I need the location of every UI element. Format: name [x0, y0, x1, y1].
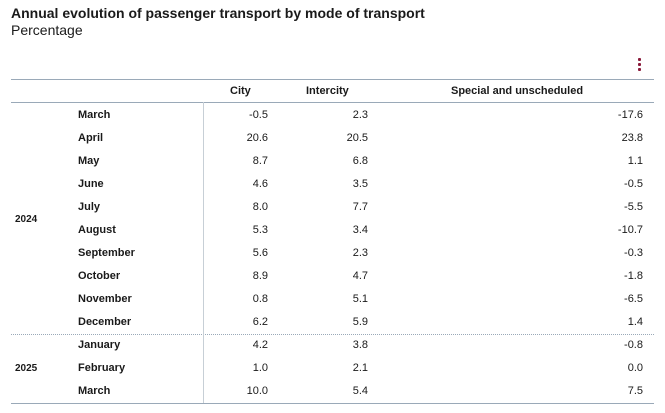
table-cell: 4.2	[252, 339, 268, 351]
table-cell: -0.5	[624, 178, 643, 190]
row-month-label: February	[78, 362, 126, 374]
row-month-label: August	[78, 224, 116, 236]
table-cell: -0.5	[249, 109, 268, 121]
table-cell: 4.6	[252, 178, 268, 190]
table-bottom-rule	[11, 403, 654, 404]
table-cell: -6.5	[624, 293, 643, 305]
table-cell: 7.5	[627, 385, 643, 397]
table-cell: -0.3	[624, 247, 643, 259]
table-cell: -10.7	[617, 224, 643, 236]
row-month-label: March	[78, 109, 111, 121]
table-cell: 8.7	[252, 155, 268, 167]
table-top-rule	[11, 79, 654, 80]
table-cell: -5.5	[624, 201, 643, 213]
chart-subtitle: Percentage	[11, 22, 83, 38]
year-group-divider	[11, 334, 654, 335]
table-cell: 5.9	[352, 316, 368, 328]
row-header-divider	[203, 102, 204, 403]
chart-title: Annual evolution of passenger transport …	[11, 5, 425, 21]
table-cell: 1.1	[627, 155, 643, 167]
table-cell: 20.6	[246, 132, 268, 144]
row-month-label: September	[78, 247, 135, 259]
column-header-city: City	[230, 85, 251, 97]
table-cell: 4.7	[352, 270, 368, 282]
row-month-label: November	[78, 293, 132, 305]
table-cell: 5.3	[252, 224, 268, 236]
row-month-label: July	[78, 201, 101, 213]
table-cell: 6.2	[252, 316, 268, 328]
table-cell: 3.5	[352, 178, 368, 190]
table-cell: 5.4	[352, 385, 368, 397]
row-month-label: April	[78, 132, 104, 144]
table-cell: 8.0	[252, 201, 268, 213]
column-header-intercity: Intercity	[306, 85, 349, 97]
row-year-label: 2024	[15, 213, 38, 225]
table-cell: 2.3	[352, 109, 368, 121]
table-cell: 8.9	[252, 270, 268, 282]
row-month-label: May	[78, 155, 100, 167]
table-cell: 10.0	[246, 385, 268, 397]
table-cell: 5.1	[352, 293, 368, 305]
row-month-label: December	[78, 316, 132, 328]
row-month-label: October	[78, 270, 121, 282]
table-cell: 7.7	[352, 201, 368, 213]
table-header-rule	[11, 102, 654, 103]
data-table: City Intercity Special and unscheduled M…	[11, 79, 654, 404]
more-options-icon[interactable]	[633, 56, 645, 72]
table-cell: -1.8	[624, 270, 643, 282]
table-cell: 0.8	[252, 293, 268, 305]
column-header-special: Special and unscheduled	[451, 85, 584, 97]
table-cell: 2.1	[352, 362, 368, 374]
table-cell: 1.4	[627, 316, 643, 328]
table-cell: 0.0	[627, 362, 643, 374]
table-cell: 20.5	[346, 132, 368, 144]
row-month-label: June	[78, 178, 104, 190]
table-cell: 5.6	[252, 247, 268, 259]
row-month-label: January	[78, 339, 121, 351]
table-cell: 1.0	[252, 362, 268, 374]
row-month-label: March	[78, 385, 111, 397]
table-cell: 6.8	[352, 155, 368, 167]
table-cell: 3.4	[352, 224, 368, 236]
table-cell: 3.8	[352, 339, 368, 351]
table-cell: 23.8	[621, 132, 643, 144]
row-year-label: 2025	[15, 363, 38, 374]
table-cell: -0.8	[624, 339, 643, 351]
table-cell: 2.3	[352, 247, 368, 259]
table-cell: -17.6	[617, 109, 643, 121]
